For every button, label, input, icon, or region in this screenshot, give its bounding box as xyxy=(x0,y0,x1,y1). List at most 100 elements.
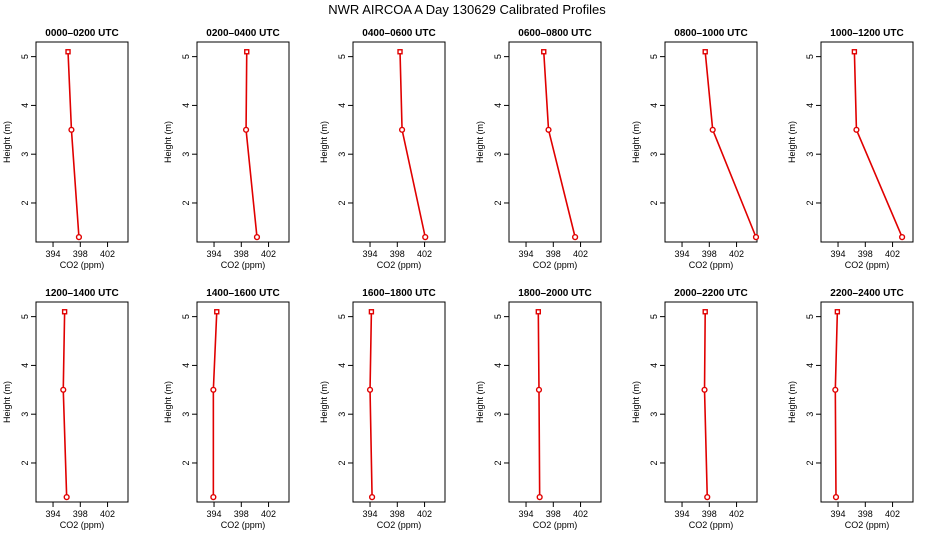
data-point xyxy=(366,386,374,393)
plot-frame xyxy=(508,41,602,243)
x-tick-label: 402 xyxy=(885,509,900,519)
y-axis-label: Height (m) xyxy=(163,381,173,423)
x-tick-label: 394 xyxy=(519,249,534,259)
y-tick-label: 4 xyxy=(805,103,815,108)
y-tick-label: 3 xyxy=(649,152,659,157)
y-tick-label: 4 xyxy=(181,363,191,368)
y-axis-label: Height (m) xyxy=(319,381,329,423)
profile-panel: 1600–1800 UTC 394 398 402 2 3 4 5 CO2 (ppm) Heigh… xyxy=(319,288,446,530)
data-point xyxy=(397,49,403,55)
x-axis-label: CO2 (ppm) xyxy=(60,260,105,270)
data-point xyxy=(61,309,68,315)
data-point xyxy=(535,309,542,315)
x-tick-label: 398 xyxy=(702,249,717,259)
profile-line xyxy=(703,311,709,498)
data-point xyxy=(832,386,839,393)
y-tick-label: 3 xyxy=(337,152,347,157)
y-tick-label: 5 xyxy=(805,314,815,319)
y-tick-label: 5 xyxy=(805,54,815,59)
profile-line xyxy=(62,311,68,498)
profile-panel: 0600–0800 UTC 394 398 402 2 3 4 5 CO2 (ppm) Heigh… xyxy=(475,28,602,270)
y-tick-label: 5 xyxy=(20,314,30,319)
x-tick-label: 394 xyxy=(831,509,846,519)
profile-panel: 1200–1400 UTC 394 398 402 2 3 4 5 CO2 (ppm) Heigh… xyxy=(2,288,129,530)
y-tick-label: 5 xyxy=(493,54,503,59)
data-point xyxy=(572,234,579,241)
y-tick-label: 2 xyxy=(181,200,191,205)
profile-panel: 0000–0200 UTC 394 398 402 2 3 4 5 CO2 (ppm) Heigh… xyxy=(2,28,129,270)
x-tick-label: 394 xyxy=(46,249,61,259)
y-tick-label: 4 xyxy=(20,103,30,108)
data-point xyxy=(545,126,552,133)
x-axis-label: CO2 (ppm) xyxy=(60,520,105,530)
profile-line xyxy=(537,311,541,498)
panel-title: 0200–0400 UTC xyxy=(206,28,279,39)
data-point xyxy=(398,126,406,133)
panel-title: 0400–0600 UTC xyxy=(362,28,435,39)
data-point xyxy=(210,494,217,501)
y-tick-label: 5 xyxy=(493,314,503,319)
panel-title: 1800–2000 UTC xyxy=(518,288,591,299)
y-axis-label: Height (m) xyxy=(631,381,641,423)
x-tick-label: 394 xyxy=(207,509,222,519)
data-point xyxy=(368,309,375,315)
x-tick-label: 394 xyxy=(675,509,690,519)
profile-panel: 2200–2400 UTC 394 398 402 2 3 4 5 CO2 (ppm) Heigh… xyxy=(787,288,914,530)
y-tick-label: 3 xyxy=(181,412,191,417)
x-tick-label: 402 xyxy=(417,249,432,259)
x-tick-label: 394 xyxy=(207,249,222,259)
y-tick-label: 3 xyxy=(649,412,659,417)
figure-title: NWR AIRCOA A Day 130629 Calibrated Profi… xyxy=(328,2,606,17)
y-axis-label: Height (m) xyxy=(475,381,485,423)
x-tick-label: 402 xyxy=(729,509,744,519)
x-tick-label: 402 xyxy=(100,509,115,519)
data-point xyxy=(832,494,840,501)
plot-frame xyxy=(820,41,914,243)
y-axis-label: Height (m) xyxy=(631,121,641,163)
x-axis-label: CO2 (ppm) xyxy=(845,260,890,270)
x-tick-label: 398 xyxy=(234,249,249,259)
data-point xyxy=(541,49,547,55)
data-point xyxy=(536,494,543,501)
panel-title: 1600–1800 UTC xyxy=(362,288,435,299)
y-tick-label: 4 xyxy=(493,363,503,368)
x-tick-label: 402 xyxy=(573,249,588,259)
y-tick-label: 2 xyxy=(20,200,30,205)
x-tick-label: 394 xyxy=(363,509,378,519)
x-tick-label: 402 xyxy=(261,509,276,519)
y-tick-label: 3 xyxy=(181,152,191,157)
data-point xyxy=(851,49,858,55)
profile-line xyxy=(399,51,427,238)
y-tick-label: 2 xyxy=(493,460,503,465)
y-tick-label: 3 xyxy=(493,412,503,417)
x-tick-label: 402 xyxy=(261,249,276,259)
profile-panel: 0800–1000 UTC 394 398 402 2 3 4 5 CO2 (ppm) Heigh… xyxy=(631,28,760,270)
y-tick-label: 5 xyxy=(181,54,191,59)
y-axis-label: Height (m) xyxy=(787,121,797,163)
data-point xyxy=(752,234,760,241)
y-tick-label: 5 xyxy=(649,54,659,59)
profile-panel: 1800–2000 UTC 394 398 402 2 3 4 5 CO2 (ppm) Heigh… xyxy=(475,288,602,530)
data-point xyxy=(702,309,708,315)
data-point xyxy=(422,234,429,241)
plot-frame xyxy=(196,41,290,243)
y-axis-label: Height (m) xyxy=(163,121,173,163)
y-axis-label: Height (m) xyxy=(319,121,329,163)
data-point xyxy=(210,386,217,393)
x-axis-label: CO2 (ppm) xyxy=(221,260,266,270)
profile-panel: 2000–2200 UTC 394 398 402 2 3 4 5 CO2 (ppm) Heigh… xyxy=(631,288,758,530)
x-tick-label: 398 xyxy=(858,249,873,259)
x-axis-label: CO2 (ppm) xyxy=(689,520,734,530)
data-point xyxy=(244,49,250,55)
x-tick-label: 402 xyxy=(573,509,588,519)
x-tick-label: 398 xyxy=(73,509,88,519)
plot-frame xyxy=(352,301,446,503)
data-point xyxy=(898,234,906,241)
data-point xyxy=(368,494,376,501)
data-point xyxy=(701,386,708,393)
panels-grid: 0000–0200 UTC 394 398 402 2 3 4 5 CO2 (ppm) Heigh… xyxy=(2,28,914,530)
x-axis-label: CO2 (ppm) xyxy=(845,520,890,530)
y-tick-label: 4 xyxy=(649,103,659,108)
y-tick-label: 2 xyxy=(493,200,503,205)
profile-panel: 1400–1600 UTC 394 398 402 2 3 4 5 CO2 (ppm) Heigh… xyxy=(163,288,290,530)
